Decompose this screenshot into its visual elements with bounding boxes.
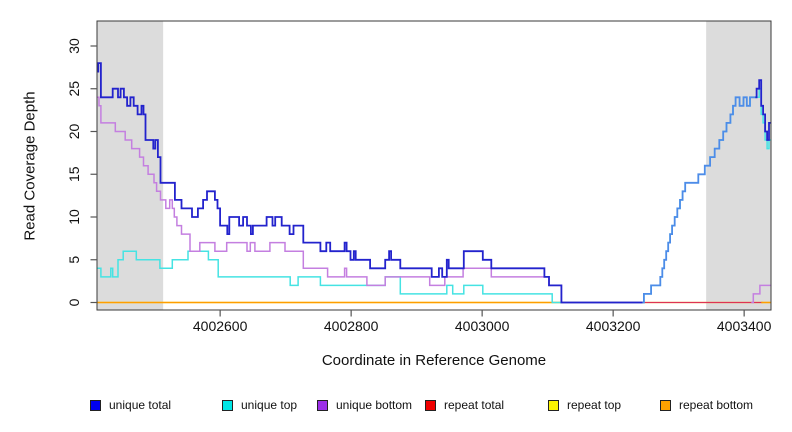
y-tick-label: 10 — [66, 209, 82, 225]
x-tick-label: 4002600 — [193, 318, 248, 334]
series-unique-bottom — [751, 284, 771, 304]
x-tick-label: 4003200 — [586, 318, 641, 334]
series-unique-total — [755, 79, 771, 141]
y-tick-label: 5 — [66, 256, 82, 264]
y-tick-label: 0 — [66, 298, 82, 306]
series-unique-total — [97, 62, 643, 304]
y-tick-label: 30 — [66, 38, 82, 54]
series-unique-bottom — [97, 96, 643, 304]
x-axis-title: Coordinate in Reference Genome — [321, 352, 547, 369]
y-tick-label: 15 — [66, 166, 82, 182]
shaded-region — [97, 21, 164, 310]
x-tick-label: 4002800 — [324, 318, 379, 334]
y-tick-label: 25 — [66, 81, 82, 97]
x-tick-label: 4003400 — [717, 318, 772, 334]
series-unique-total — [642, 96, 756, 304]
x-tick-label: 4003000 — [455, 318, 510, 334]
plot-box — [96, 20, 772, 311]
y-tick-label: 20 — [66, 124, 82, 140]
shaded-region — [706, 21, 771, 310]
y-axis-title: Read Coverage Depth — [21, 91, 39, 241]
series-unique-top — [97, 87, 771, 304]
